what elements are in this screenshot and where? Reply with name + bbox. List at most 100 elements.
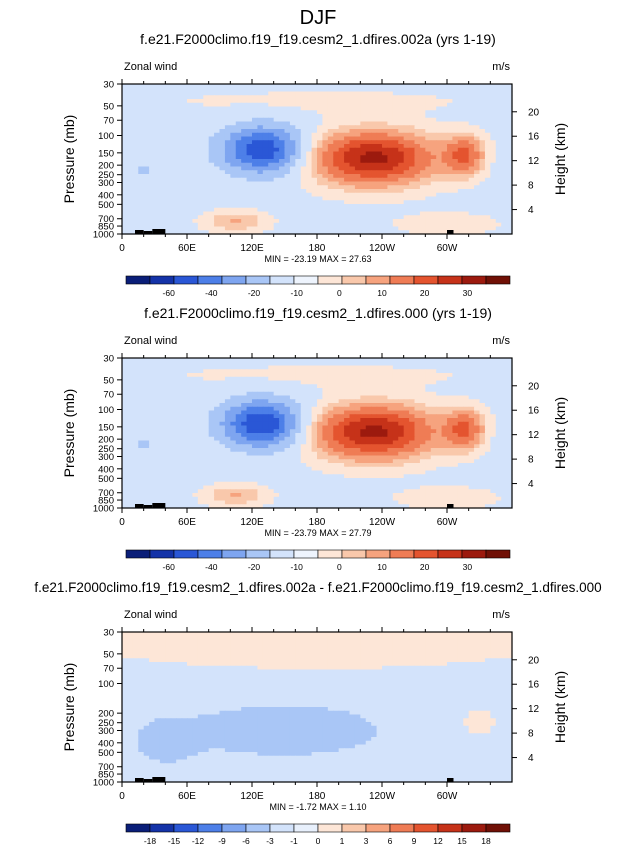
- heatmap-cell: [327, 384, 334, 389]
- heatmap-cell: [317, 219, 324, 224]
- heatmap-cell: [430, 155, 437, 160]
- heatmap-cell: [257, 110, 264, 115]
- heatmap-cell: [149, 391, 156, 397]
- heatmap-cell: [252, 358, 259, 363]
- heatmap-cell: [371, 200, 378, 205]
- heatmap-cell: [387, 219, 394, 224]
- heatmap-cell: [376, 99, 383, 104]
- heatmap-cell: [224, 181, 231, 186]
- heatmap-cell: [468, 425, 475, 430]
- heatmap-cell: [214, 200, 221, 205]
- heatmap-cell: [463, 177, 470, 183]
- heatmap-cell: [501, 99, 508, 104]
- heatmap-cell: [219, 174, 226, 179]
- heatmap-cell: [289, 170, 296, 175]
- heatmap-cell: [300, 95, 307, 100]
- heatmap-cell: [419, 373, 426, 378]
- heatmap-cell: [241, 87, 248, 93]
- heatmap-cell: [414, 140, 421, 145]
- heatmap-cell: [181, 369, 188, 374]
- heatmap-cell: [398, 455, 405, 460]
- heatmap-cell: [289, 376, 296, 382]
- heatmap-cell: [479, 110, 486, 115]
- heatmap-cell: [338, 365, 345, 370]
- heatmap-cell: [398, 192, 405, 198]
- heatmap-cell: [219, 106, 226, 111]
- heatmap-cell: [181, 91, 188, 96]
- heatmap-cell: [463, 444, 470, 449]
- heatmap-cell: [306, 95, 313, 100]
- heatmap-cell: [490, 361, 497, 367]
- heatmap-cell: [224, 436, 231, 442]
- heatmap-cell: [208, 215, 215, 220]
- heatmap-cell: [338, 155, 345, 160]
- heatmap-cell: [441, 204, 448, 209]
- heatmap-cell: [192, 436, 199, 442]
- heatmap-cell: [387, 376, 394, 382]
- heatmap-cell: [122, 433, 129, 438]
- heatmap-cell: [122, 358, 129, 363]
- heatmap-cell: [176, 200, 183, 205]
- heatmap-cell: [132, 117, 139, 123]
- heatmap-cell: [501, 421, 508, 427]
- heatmap-cell: [170, 373, 177, 378]
- heatmap-cell: [306, 189, 313, 194]
- heatmap-cell: [143, 181, 150, 186]
- heatmap-cell: [241, 358, 248, 363]
- heatmap-cell: [376, 166, 383, 171]
- heatmap-cell: [165, 436, 172, 442]
- heatmap-cell: [187, 170, 194, 175]
- heatmap-cell: [230, 388, 237, 393]
- heatmap-cell: [360, 410, 367, 415]
- heatmap-cell: [257, 376, 264, 382]
- heatmap-cell: [425, 84, 432, 89]
- heatmap-cell: [430, 429, 437, 434]
- heatmap-cell: [441, 373, 448, 378]
- heatmap-cell: [338, 207, 345, 213]
- heatmap-cell: [490, 192, 497, 198]
- heatmap-cell: [317, 166, 324, 171]
- heatmap-cell: [409, 373, 416, 378]
- heatmap-cell: [436, 192, 443, 198]
- figure-title: DJF: [300, 7, 337, 29]
- heatmap-cell: [192, 117, 199, 123]
- heatmap-cell: [159, 207, 166, 213]
- heatmap-cell: [219, 147, 226, 153]
- heatmap-cell: [463, 207, 470, 213]
- heatmap-cell: [490, 406, 497, 412]
- heatmap-cell: [414, 102, 421, 108]
- heatmap-cell: [224, 373, 231, 378]
- heatmap-cell: [273, 395, 280, 400]
- heatmap-cell: [170, 159, 177, 164]
- heatmap-cell: [165, 166, 172, 171]
- heatmap-cell: [414, 91, 421, 96]
- heatmap-cell: [365, 125, 372, 130]
- heatmap-cell: [457, 410, 464, 415]
- heatmap-cell: [197, 181, 204, 186]
- heatmap-cell: [192, 421, 199, 427]
- heatmap-cell: [322, 132, 329, 138]
- heatmap-cell: [360, 102, 367, 108]
- heatmap-cell: [349, 99, 356, 104]
- heatmap-cell: [187, 448, 194, 453]
- heatmap-cell: [409, 189, 416, 194]
- heatmap-cell: [354, 388, 361, 393]
- heatmap-cell: [419, 136, 426, 141]
- heatmap-cell: [338, 444, 345, 449]
- heatmap-cell: [403, 230, 410, 235]
- heatmap-cell: [322, 155, 329, 160]
- heatmap-cell: [457, 121, 464, 126]
- heatmap-cell: [127, 361, 134, 367]
- heatmap-cell: [360, 222, 367, 228]
- heatmap-cell: [474, 380, 481, 385]
- heatmap-cell: [382, 174, 389, 179]
- heatmap-cell: [387, 132, 394, 138]
- heatmap-cell: [279, 185, 286, 190]
- heatmap-cell: [187, 181, 194, 186]
- heatmap-cell: [436, 200, 443, 205]
- heatmap-cell: [360, 121, 367, 126]
- heatmap-cell: [300, 369, 307, 374]
- heatmap-cell: [436, 211, 443, 216]
- heatmap-cell: [387, 170, 394, 175]
